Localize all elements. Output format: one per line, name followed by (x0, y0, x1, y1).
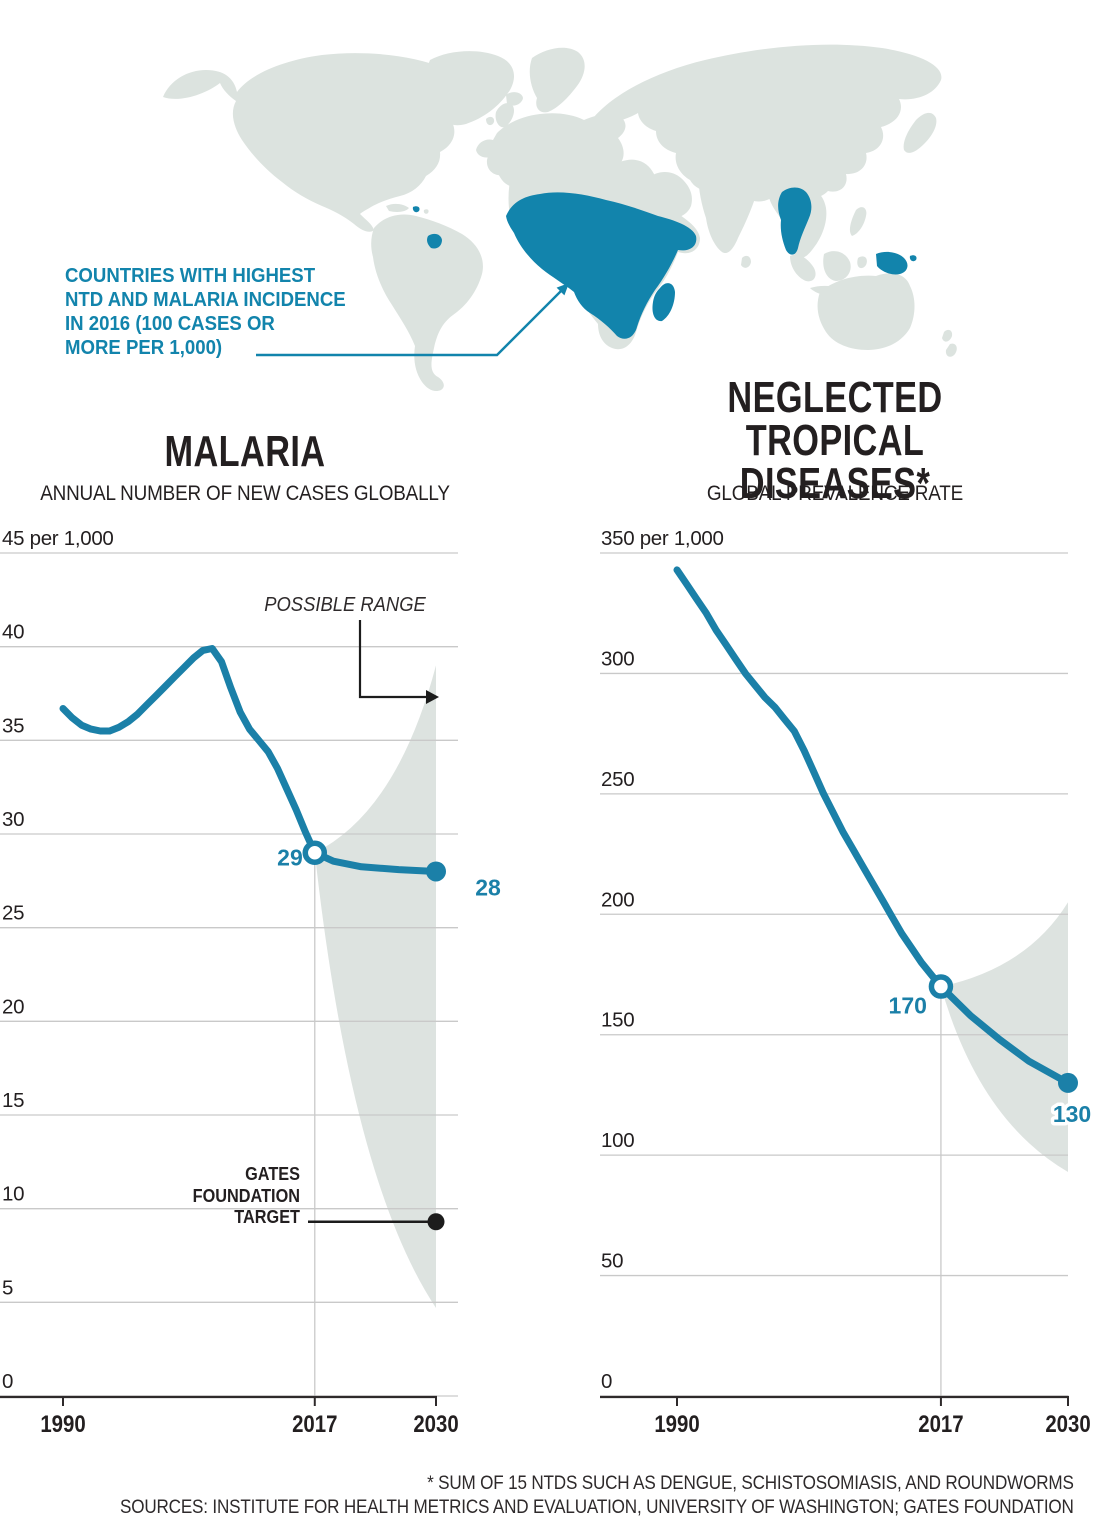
y-tick-label: 0 (601, 1370, 612, 1393)
asia-landmass (590, 44, 942, 202)
y-tick-label: 35 (2, 714, 24, 737)
chart-malaria: 45 per 1,000 40 35 30 25 20 15 10 5 0 1990 2017 2030… (0, 527, 501, 1437)
marker-filled-2030 (426, 861, 446, 882)
footer: * SUM OF 15 NTDS SUCH AS DENGUE, SCHISTO… (120, 1472, 1074, 1520)
marker-open-2017 (302, 840, 328, 865)
papua-new-guinea-highlight (876, 251, 917, 275)
chart-subtitle-malaria: ANNUAL NUMBER OF NEW CASES GLOBALLY (40, 482, 450, 505)
y-tick-label: 25 (2, 902, 24, 925)
india-landmass (698, 152, 760, 268)
y-tick-label: 0 (2, 1370, 13, 1393)
y-tick-label: 15 (2, 1089, 24, 1112)
chart-ntd: 350 per 1,000 300 250 200 150 100 50 0 1990 2017 2… (600, 527, 1095, 1437)
y-tick-label: 10 (2, 1183, 24, 1206)
y-tick-label: 30 (2, 808, 24, 831)
y-tick-label: 50 (601, 1250, 623, 1273)
chart-subtitle-ntd: GLOBAL PREVALENCE RATE (706, 482, 964, 505)
hispaniola-highlight (412, 206, 420, 213)
x-tick-label: 2030 (1045, 1410, 1090, 1437)
possible-range-label: POSSIBLE RANGE (264, 594, 426, 616)
y-tick-label: 300 (601, 647, 634, 670)
map-annotation-line: IN 2016 (100 CASES OR (65, 313, 275, 335)
gates-target-dot (427, 1213, 445, 1231)
australia-landmass (817, 273, 915, 350)
japan-landmass (903, 112, 937, 153)
map-annotation-line: COUNTRIES WITH HIGHEST (65, 265, 316, 287)
suriname-highlight (427, 233, 442, 249)
caribbean-islands (386, 203, 429, 214)
y-tick-label: 200 (601, 888, 634, 911)
north-america-landmass (163, 53, 458, 232)
possible-range-arrow (358, 620, 426, 699)
thailand-laos-highlight (778, 187, 812, 255)
data-line (59, 645, 440, 875)
x-tick-label: 2017 (292, 1410, 337, 1437)
possible-range-arrowhead (426, 690, 439, 704)
madagascar-highlight (652, 283, 675, 322)
map-annotation-arrow (256, 283, 569, 357)
x-tick-label: 2030 (413, 1410, 458, 1437)
chart-title-line: MALARIA (164, 427, 326, 476)
value-label-28: 28 (475, 874, 501, 900)
value-label-170: 170 (889, 993, 927, 1019)
greenland-landmass (426, 51, 514, 126)
y-tick-label: 100 (601, 1129, 634, 1152)
data-line (673, 566, 1072, 1087)
marker-open-2017 (928, 974, 954, 999)
value-label-130: 130 (1053, 1101, 1091, 1127)
possible-range-band (314, 665, 436, 1308)
gates-target-label: GATES FOUNDATION TARGET (192, 1163, 300, 1227)
iceland-landmass (506, 92, 523, 106)
y-tick-label: 5 (2, 1276, 13, 1299)
marker-filled-2030 (1058, 1072, 1078, 1093)
south-america-landmass (371, 214, 483, 392)
value-label-29: 29 (277, 845, 303, 871)
europe-landmass (476, 47, 626, 188)
chart-title-line: TROPICAL DISEASES* (739, 416, 931, 508)
new-zealand-landmass (942, 329, 957, 357)
possible-range-band (940, 902, 1068, 1173)
sub-saharan-africa-highlight (506, 192, 697, 339)
x-tick-label: 1990 (654, 1410, 699, 1437)
world-map (163, 44, 957, 392)
y-tick-label: 20 (2, 995, 24, 1018)
map-annotation: COUNTRIES WITH HIGHEST NTD AND MALARIA I… (65, 264, 346, 360)
chart-title-malaria: MALARIA (54, 427, 436, 476)
y-tick-label: 350 per 1,000 (601, 527, 724, 550)
y-tick-label: 40 (2, 621, 24, 644)
footnote: * SUM OF 15 NTDS SUCH AS DENGUE, SCHISTO… (427, 1473, 1074, 1494)
y-tick-label: 45 per 1,000 (2, 527, 114, 550)
sources: SOURCES: INSTITUTE FOR HEALTH METRICS AN… (120, 1497, 1074, 1518)
arabian-peninsula-landmass (643, 172, 692, 220)
chart-title-line: NEGLECTED (727, 373, 943, 422)
map-annotation-line: NTD AND MALARIA INCIDENCE (65, 289, 346, 311)
map-annotation-line: MORE PER 1,000) (65, 337, 223, 359)
x-tick-label: 2017 (918, 1410, 963, 1437)
chart-title-ntd: NEGLECTED TROPICAL DISEASES* (652, 373, 1019, 508)
y-tick-label: 250 (601, 768, 634, 791)
x-tick-label: 1990 (40, 1410, 85, 1437)
southeast-asia-islands (790, 207, 867, 298)
y-tick-label: 150 (601, 1009, 634, 1032)
